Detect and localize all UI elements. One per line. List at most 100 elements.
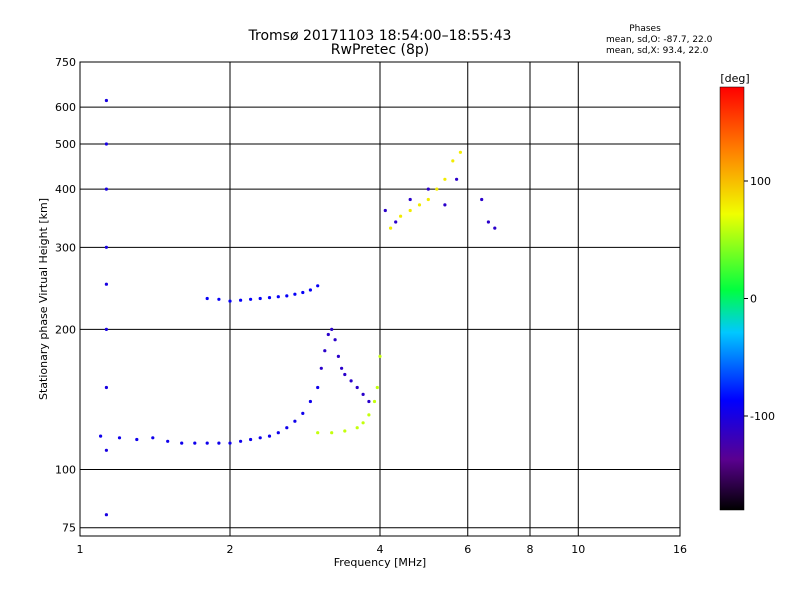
data-point [372, 399, 377, 404]
data-point [408, 197, 412, 202]
data-point [443, 203, 447, 207]
data-point [330, 327, 334, 331]
data-point [104, 513, 108, 517]
grid-lines [80, 62, 680, 536]
data-point [104, 187, 108, 191]
y-axis-label: Stationary phase Virtual Height [km] [37, 198, 50, 400]
data-point [361, 392, 365, 396]
data-point [258, 436, 262, 440]
data-point [104, 98, 108, 103]
data-point [355, 426, 359, 430]
data-point [276, 431, 280, 435]
y-tick-label: 400 [55, 183, 76, 196]
data-point [135, 437, 139, 442]
data-point [367, 413, 371, 417]
data-point [355, 385, 359, 390]
data-point [326, 332, 330, 337]
data-point [417, 203, 422, 207]
data-point [340, 366, 344, 370]
phase-annotation-x: mean, sd,X: 93.4, 22.0 [606, 46, 709, 56]
plot-frame [79, 61, 681, 537]
data-point [486, 220, 490, 224]
data-point [458, 150, 462, 154]
data-point [228, 441, 232, 445]
data-point [99, 434, 103, 438]
data-point [378, 354, 382, 358]
colorbar-ticks: 100 0 -100 [744, 175, 775, 423]
data-point [316, 431, 320, 435]
y-tick-label: 75 [62, 522, 76, 535]
colorbar-tick-label: 100 [750, 175, 771, 188]
data-point [205, 296, 209, 301]
data-point [193, 441, 197, 445]
y-tick-label: 100 [55, 464, 76, 477]
data-point [399, 214, 403, 218]
data-point [349, 379, 353, 383]
data-point [249, 297, 253, 301]
y-tick-label: 200 [55, 323, 76, 336]
data-point [336, 354, 340, 358]
data-point [217, 441, 221, 445]
data-point [316, 284, 320, 288]
data-point [323, 349, 327, 353]
data-point [493, 226, 497, 230]
data-point [480, 197, 484, 202]
data-point [301, 411, 305, 415]
x-tick-label: 6 [464, 543, 471, 556]
data-point [117, 436, 122, 440]
data-point [343, 429, 347, 433]
chart-subtitle: RwPretec (8p) [331, 42, 429, 58]
data-point [267, 434, 272, 438]
data-point [104, 142, 108, 146]
data-point [333, 338, 337, 342]
data-point [408, 208, 412, 213]
data-point [367, 399, 371, 404]
data-point [316, 385, 320, 390]
data-point [249, 437, 253, 442]
data-point [361, 421, 365, 425]
x-axis-label: Frequency [MHz] [334, 556, 426, 569]
data-point [394, 220, 398, 224]
data-point [293, 292, 297, 296]
data-point [383, 208, 387, 213]
x-tick-label: 4 [377, 543, 384, 556]
data-point [285, 294, 289, 298]
data-point [258, 296, 262, 301]
x-tick-label: 2 [227, 543, 234, 556]
colorbar-tick-label: -100 [750, 410, 775, 423]
data-point [104, 245, 108, 249]
data-point [455, 177, 459, 181]
phase-annotation-o: mean, sd,O: -87.7, 22.0 [606, 35, 713, 45]
phase-annotation-heading: Phases [629, 24, 661, 34]
data-point [308, 399, 312, 404]
y-tick-label: 600 [55, 101, 76, 114]
data-point [435, 187, 439, 191]
y-axis: 75 100 200 300 400 500 600 750 [55, 56, 76, 535]
y-tick-label: 500 [55, 138, 76, 151]
data-point [104, 385, 108, 390]
data-point [330, 431, 334, 435]
data-point [308, 288, 312, 292]
data-point [301, 290, 305, 295]
x-tick-label: 1 [77, 543, 84, 556]
data-point [285, 426, 289, 430]
data-point [451, 159, 455, 163]
data-point [319, 366, 323, 370]
data-point [217, 297, 221, 301]
data-point [443, 177, 447, 181]
colorbar-label: [deg] [720, 72, 749, 85]
data-point [180, 441, 184, 445]
colorbar-tick-label: 0 [750, 293, 757, 306]
chart-title: Tromsø 20171103 18:54:00–18:55:43 [248, 28, 512, 44]
data-point [343, 372, 347, 377]
data-point [426, 197, 430, 202]
y-tick-label: 300 [55, 241, 76, 254]
x-tick-label: 8 [527, 543, 534, 556]
data-points [99, 98, 497, 517]
data-point [205, 441, 209, 445]
data-point [104, 282, 108, 286]
x-tick-label: 16 [673, 543, 687, 556]
y-tick-label: 750 [55, 56, 76, 69]
data-point [151, 436, 155, 440]
data-point [426, 187, 430, 191]
